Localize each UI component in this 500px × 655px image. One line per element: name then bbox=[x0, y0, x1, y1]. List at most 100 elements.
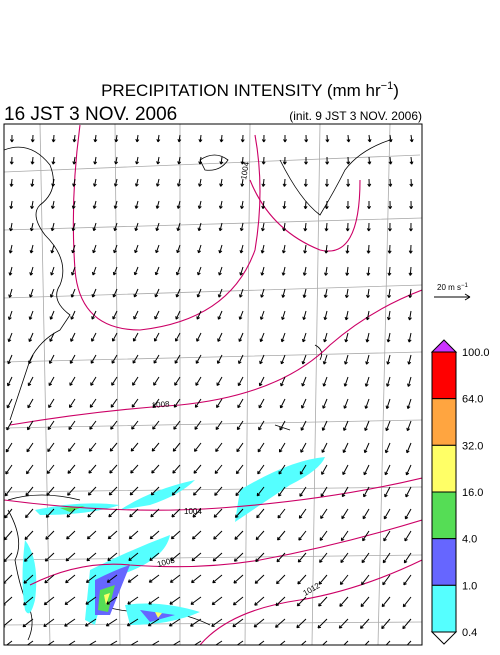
wind-arrow bbox=[172, 464, 181, 474]
wind-arrow bbox=[50, 266, 55, 276]
wind-arrow bbox=[129, 486, 139, 496]
wind-arrow bbox=[381, 618, 391, 630]
wind-arrow bbox=[344, 288, 349, 299]
wind-arrow bbox=[240, 134, 245, 143]
isobars bbox=[4, 124, 422, 645]
wind-arrow bbox=[232, 618, 244, 628]
wind-arrow bbox=[367, 201, 372, 210]
wind-arrow bbox=[387, 288, 392, 299]
wind-arrow bbox=[365, 354, 370, 365]
wind-arrow bbox=[319, 552, 328, 563]
wind-arrow bbox=[407, 376, 412, 387]
wind-arrow bbox=[50, 244, 55, 254]
wind-arrow bbox=[238, 332, 244, 342]
wind-arrow bbox=[362, 530, 370, 542]
wind-arrow bbox=[156, 134, 161, 143]
map-frame bbox=[3, 123, 423, 646]
isobar-label: 1004 bbox=[184, 507, 202, 516]
wind-arrow bbox=[28, 332, 34, 343]
wind-arrow bbox=[106, 596, 118, 605]
wind-arrow bbox=[366, 288, 370, 299]
wind-arrow bbox=[198, 134, 203, 143]
wind-arrow bbox=[135, 156, 139, 165]
wind-arrow bbox=[303, 178, 308, 187]
wind-arrow bbox=[153, 376, 160, 386]
wind-arrow bbox=[7, 332, 13, 343]
wind-arrow bbox=[197, 266, 202, 276]
wind-arrow bbox=[261, 178, 266, 187]
wind-arrow bbox=[240, 200, 244, 210]
wind-arrow bbox=[72, 134, 77, 143]
wind-arrow bbox=[218, 244, 223, 254]
wind-arrow bbox=[367, 178, 372, 187]
wind-arrow bbox=[282, 200, 287, 210]
colorbar-label: 32.0 bbox=[462, 440, 483, 452]
wind-arrow bbox=[87, 486, 97, 496]
wind-arrow bbox=[169, 574, 181, 583]
wind-arrow bbox=[279, 398, 286, 409]
wind-arrow bbox=[4, 530, 13, 541]
wind-arrow bbox=[49, 332, 55, 342]
wind-arrow bbox=[298, 508, 307, 519]
wind-arrow bbox=[234, 508, 244, 518]
wind-arrow bbox=[216, 376, 223, 386]
wind-arrow bbox=[385, 398, 391, 409]
colorbar-segment bbox=[431, 444, 457, 493]
wind-arrow bbox=[276, 552, 286, 563]
wind-arrow bbox=[261, 156, 266, 165]
wind-arrow bbox=[50, 200, 55, 209]
wind-arrow bbox=[173, 398, 181, 408]
wind-arrow bbox=[217, 332, 223, 342]
wind-arrow bbox=[192, 530, 202, 540]
wind-arrow bbox=[321, 420, 328, 431]
wind-arrow bbox=[191, 574, 202, 584]
wind-arrow bbox=[113, 200, 118, 209]
wind-arrow bbox=[148, 596, 160, 605]
wind-arrow bbox=[66, 530, 76, 540]
wind-arrow bbox=[279, 442, 286, 453]
wind-arrow bbox=[69, 398, 76, 408]
colorbar-label: 0.4 bbox=[462, 627, 477, 639]
wind-arrow bbox=[67, 486, 76, 496]
wind-arrow bbox=[30, 178, 35, 187]
wind-arrow bbox=[219, 156, 224, 165]
wind-arrow bbox=[85, 574, 97, 583]
wind-arrow bbox=[304, 134, 309, 143]
wind-arrow bbox=[194, 398, 202, 408]
wind-arrow bbox=[90, 376, 97, 386]
wind-arrow bbox=[232, 596, 244, 606]
wind-arrow bbox=[195, 376, 202, 386]
wind-arrow bbox=[93, 134, 98, 143]
wind-arrow bbox=[27, 420, 34, 431]
wind-arrow bbox=[211, 596, 223, 606]
wind-arrow bbox=[106, 574, 118, 583]
wind-arrow bbox=[282, 156, 287, 165]
wind-arrow bbox=[342, 464, 349, 476]
wind-arrow bbox=[67, 464, 76, 474]
wind-arrow bbox=[386, 332, 391, 343]
wind-arrow bbox=[300, 420, 307, 431]
wind-arrow bbox=[49, 310, 55, 320]
wind-arrow bbox=[302, 266, 307, 276]
wind-arrow bbox=[154, 310, 160, 320]
colorbar-over bbox=[430, 339, 458, 353]
wind-arrow bbox=[235, 486, 244, 497]
wind-arrow bbox=[343, 420, 349, 431]
wind-arrow bbox=[363, 464, 370, 476]
wind-arrow bbox=[258, 376, 265, 387]
wind-arrow bbox=[29, 288, 34, 298]
wind-arrow bbox=[282, 178, 287, 187]
wind-arrow bbox=[70, 332, 76, 342]
wind-arrow bbox=[321, 442, 328, 453]
wind-arrow bbox=[92, 200, 97, 209]
wind-arrow bbox=[190, 596, 202, 605]
wind-arrow bbox=[406, 640, 412, 645]
wind-arrow bbox=[282, 222, 287, 232]
wind-arrow bbox=[318, 574, 328, 585]
wind-arrow bbox=[254, 596, 265, 606]
wind-arrow bbox=[253, 618, 265, 628]
wind-arrow bbox=[88, 464, 97, 474]
wind-arrow bbox=[300, 640, 307, 645]
wind-arrow bbox=[212, 552, 223, 562]
wind-arrow bbox=[256, 486, 265, 497]
